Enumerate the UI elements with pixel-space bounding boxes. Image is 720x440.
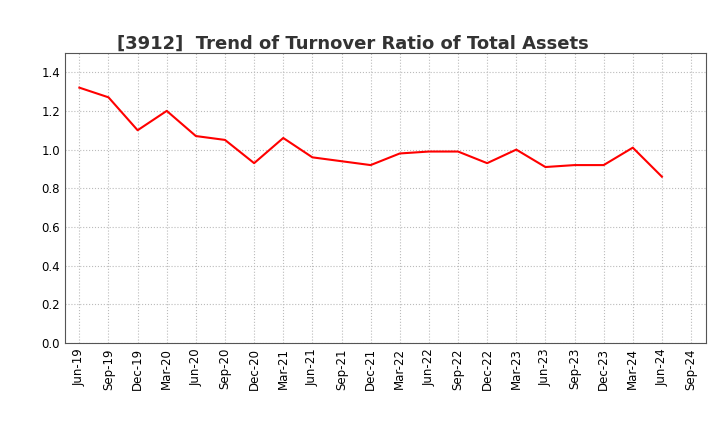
Title: [3912]  Trend of Turnover Ratio of Total Assets: [3912] Trend of Turnover Ratio of Total … xyxy=(117,35,589,53)
